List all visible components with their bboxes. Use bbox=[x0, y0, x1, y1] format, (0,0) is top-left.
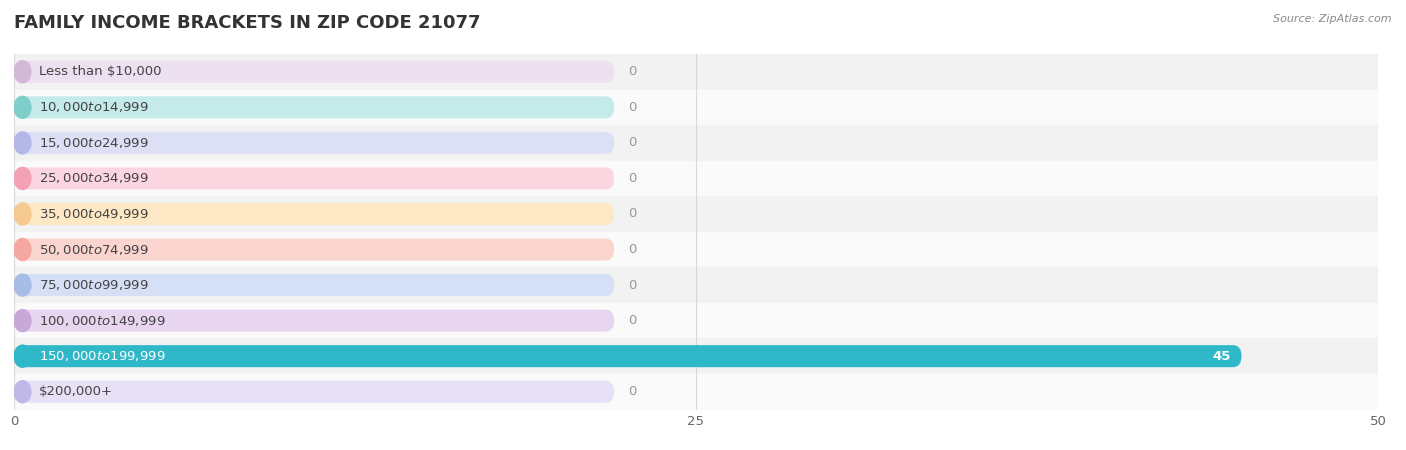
Bar bbox=[14, 374, 1378, 410]
Bar bbox=[14, 196, 1378, 232]
FancyBboxPatch shape bbox=[14, 310, 614, 332]
Text: 0: 0 bbox=[627, 136, 636, 149]
Circle shape bbox=[14, 203, 31, 225]
Bar bbox=[14, 125, 1378, 161]
Text: 0: 0 bbox=[627, 101, 636, 114]
Circle shape bbox=[14, 132, 31, 154]
Text: $75,000 to $99,999: $75,000 to $99,999 bbox=[39, 278, 149, 292]
Circle shape bbox=[14, 381, 31, 403]
FancyBboxPatch shape bbox=[14, 61, 614, 83]
Text: $200,000+: $200,000+ bbox=[39, 385, 112, 398]
Text: 0: 0 bbox=[627, 243, 636, 256]
Text: 0: 0 bbox=[627, 385, 636, 398]
Text: Less than $10,000: Less than $10,000 bbox=[39, 65, 162, 78]
Text: FAMILY INCOME BRACKETS IN ZIP CODE 21077: FAMILY INCOME BRACKETS IN ZIP CODE 21077 bbox=[14, 14, 481, 32]
Text: $150,000 to $199,999: $150,000 to $199,999 bbox=[39, 349, 166, 363]
Circle shape bbox=[14, 238, 31, 261]
Text: 0: 0 bbox=[627, 279, 636, 292]
Text: 0: 0 bbox=[627, 172, 636, 185]
Text: 0: 0 bbox=[627, 314, 636, 327]
Circle shape bbox=[14, 274, 31, 296]
FancyBboxPatch shape bbox=[14, 238, 614, 261]
Bar bbox=[14, 54, 1378, 90]
Bar bbox=[14, 90, 1378, 125]
FancyBboxPatch shape bbox=[14, 274, 614, 296]
FancyBboxPatch shape bbox=[14, 132, 614, 154]
Text: $100,000 to $149,999: $100,000 to $149,999 bbox=[39, 314, 166, 328]
Text: $50,000 to $74,999: $50,000 to $74,999 bbox=[39, 243, 149, 256]
Bar bbox=[14, 267, 1378, 303]
Bar bbox=[14, 232, 1378, 267]
FancyBboxPatch shape bbox=[14, 167, 614, 189]
Text: $15,000 to $24,999: $15,000 to $24,999 bbox=[39, 136, 149, 150]
Bar bbox=[14, 303, 1378, 338]
Circle shape bbox=[14, 310, 31, 332]
Bar bbox=[14, 338, 1378, 374]
FancyBboxPatch shape bbox=[14, 96, 614, 118]
FancyBboxPatch shape bbox=[14, 345, 1241, 367]
FancyBboxPatch shape bbox=[14, 381, 614, 403]
Circle shape bbox=[14, 61, 31, 83]
Text: Source: ZipAtlas.com: Source: ZipAtlas.com bbox=[1274, 14, 1392, 23]
Circle shape bbox=[14, 167, 31, 189]
Text: $35,000 to $49,999: $35,000 to $49,999 bbox=[39, 207, 149, 221]
Text: 0: 0 bbox=[627, 207, 636, 220]
FancyBboxPatch shape bbox=[14, 203, 614, 225]
Text: 45: 45 bbox=[1212, 350, 1230, 363]
Bar bbox=[14, 161, 1378, 196]
Text: $25,000 to $34,999: $25,000 to $34,999 bbox=[39, 171, 149, 185]
Circle shape bbox=[14, 96, 31, 118]
Text: 0: 0 bbox=[627, 65, 636, 78]
Circle shape bbox=[14, 345, 31, 367]
Text: $10,000 to $14,999: $10,000 to $14,999 bbox=[39, 100, 149, 114]
